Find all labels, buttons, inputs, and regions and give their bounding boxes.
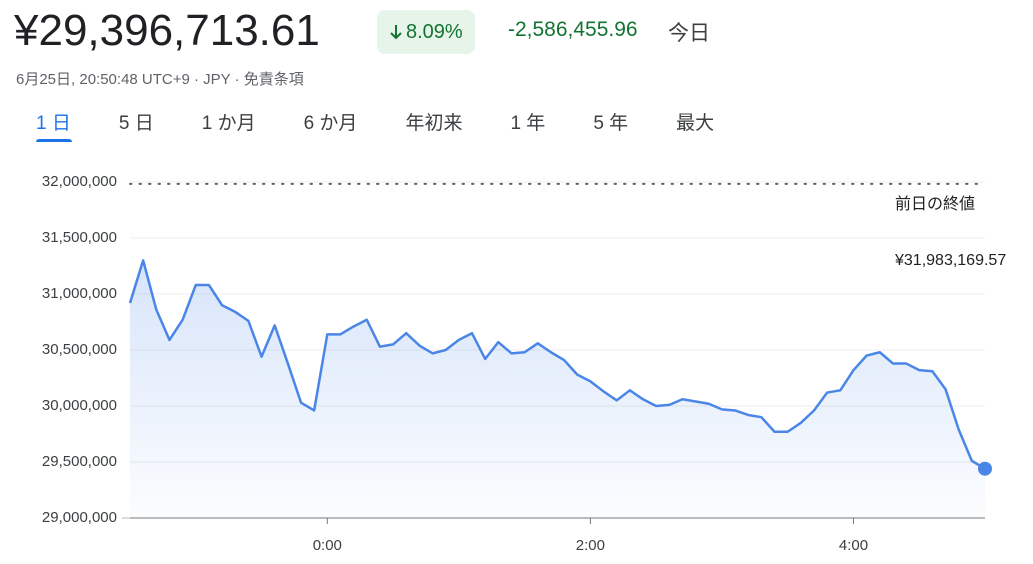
- range-tab[interactable]: 6 か月: [303, 113, 358, 134]
- meta: 6月25日, 20:50:48 UTC+9 · JPY · 免責条項: [16, 71, 304, 88]
- y-tick-label: 29,000,000: [42, 509, 117, 526]
- price-line: [128, 259, 986, 470]
- range-tabs: 1 日 5 日 1 か月 6 か月 年初来 1 年 5 年 最大: [36, 108, 762, 142]
- x-tick-label: 0:00: [313, 537, 342, 554]
- range-tab[interactable]: 最大: [676, 113, 715, 134]
- change-amount: -2,586,455.96: [508, 18, 638, 41]
- change-percent: 8.09%: [406, 20, 463, 43]
- down-arrow: [390, 25, 402, 40]
- change-badge: 8.09%: [377, 10, 475, 54]
- price: ¥29,396,713.61: [14, 6, 320, 55]
- y-tick-label: 32,000,000: [42, 173, 117, 190]
- x-tick-label: 4:00: [839, 537, 868, 554]
- x-tick-label: 2:00: [576, 537, 605, 554]
- change-period: 今日: [668, 22, 710, 45]
- range-tab[interactable]: 1 日: [36, 108, 95, 142]
- y-tick-label: 29,500,000: [42, 453, 117, 470]
- last-point: [978, 461, 992, 476]
- reference-value: ¥31,983,169.57: [895, 252, 1007, 269]
- y-tick-label: 30,000,000: [42, 397, 117, 414]
- range-tab[interactable]: 1 年: [510, 113, 546, 134]
- y-tick-label: 31,500,000: [42, 229, 117, 246]
- y-tick-label: 31,000,000: [42, 285, 117, 302]
- range-tab[interactable]: 5 日: [118, 113, 154, 134]
- y-tick-label: 30,500,000: [42, 341, 117, 358]
- reference-label: 前日の終値: [895, 196, 976, 213]
- range-tab[interactable]: 1 か月: [201, 113, 256, 134]
- range-tab[interactable]: 年初来: [405, 113, 463, 134]
- range-tab[interactable]: 5 年: [593, 113, 629, 134]
- area: [130, 260, 985, 518]
